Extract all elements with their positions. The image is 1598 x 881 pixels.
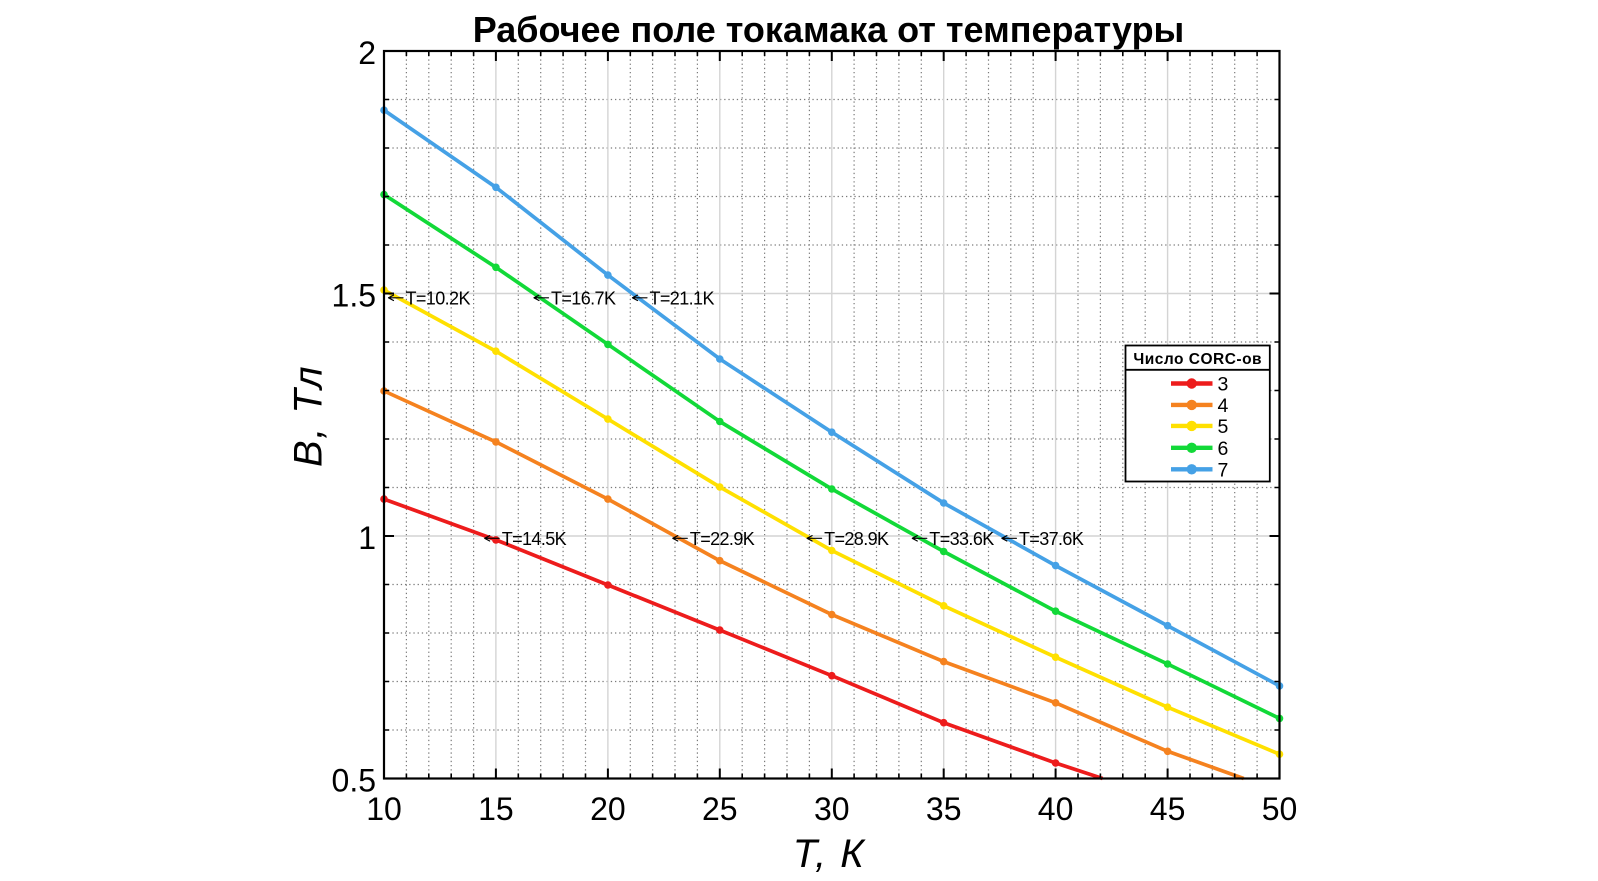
- svg-text:T=28.9K: T=28.9K: [824, 529, 889, 549]
- svg-text:20: 20: [590, 791, 626, 827]
- svg-text:T, К: T, К: [793, 832, 866, 876]
- svg-text:5: 5: [1218, 416, 1229, 438]
- svg-text:30: 30: [814, 791, 850, 827]
- svg-text:6: 6: [1218, 438, 1229, 460]
- svg-text:15: 15: [478, 791, 514, 827]
- svg-text:T=14.5K: T=14.5K: [502, 529, 567, 549]
- svg-text:T=33.6K: T=33.6K: [929, 529, 994, 549]
- svg-text:35: 35: [926, 791, 962, 827]
- svg-text:1: 1: [358, 520, 376, 556]
- svg-text:T=21.1K: T=21.1K: [650, 289, 715, 309]
- svg-text:T=16.7K: T=16.7K: [551, 289, 616, 309]
- svg-text:7: 7: [1218, 459, 1229, 481]
- svg-text:0.5: 0.5: [332, 763, 376, 799]
- svg-text:40: 40: [1038, 791, 1074, 827]
- svg-text:1.5: 1.5: [332, 278, 376, 314]
- svg-text:4: 4: [1218, 395, 1229, 417]
- svg-text:45: 45: [1150, 791, 1186, 827]
- svg-text:T=10.2K: T=10.2K: [406, 289, 471, 309]
- svg-text:50: 50: [1262, 791, 1298, 827]
- svg-text:Рабочее поле токамака от темпе: Рабочее поле токамака от температуры: [473, 9, 1185, 50]
- svg-text:3: 3: [1218, 374, 1229, 396]
- svg-text:2: 2: [358, 35, 376, 71]
- svg-text:B, Тл: B, Тл: [287, 365, 331, 467]
- svg-text:T=22.9K: T=22.9K: [690, 529, 755, 549]
- svg-text:10: 10: [366, 791, 402, 827]
- svg-text:Число CORC-ов: Число CORC-ов: [1133, 351, 1262, 368]
- svg-text:25: 25: [702, 791, 738, 827]
- svg-text:T=37.6K: T=37.6K: [1019, 529, 1084, 549]
